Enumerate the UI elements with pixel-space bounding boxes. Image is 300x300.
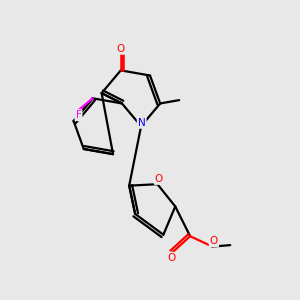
Text: O: O [155,174,163,184]
Text: N: N [138,118,146,128]
Text: O: O [210,236,218,246]
Text: O: O [168,253,176,263]
Text: O: O [117,44,125,54]
Text: F: F [76,110,81,120]
